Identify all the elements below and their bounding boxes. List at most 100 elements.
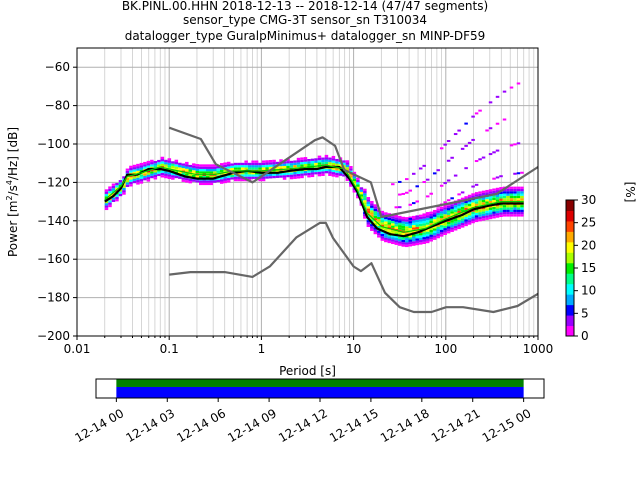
histogram-cell [467,194,472,198]
histogram-cell [443,143,447,146]
histogram-cell [136,163,140,167]
histogram-cell [446,231,451,234]
histogram-cell [254,176,259,179]
histogram-cell [495,208,500,211]
histogram-cell [370,210,374,213]
histogram-cell [335,161,339,164]
y-tick-label: −160 [37,252,70,266]
histogram-cell [321,159,325,163]
histogram-cell [446,179,451,182]
histogram-cell [265,167,269,170]
histogram-cell [244,162,248,166]
histogram-cell [391,239,395,242]
histogram-cell [108,186,112,189]
histogram-cell [202,180,207,183]
x-tick-label: 0.1 [160,342,179,356]
histogram-cell [254,162,259,166]
histogram-cell [516,211,521,215]
histogram-cell [150,171,154,174]
histogram-cell [450,213,454,216]
histogram-cell [453,207,458,210]
histogram-cell [167,160,172,163]
histogram-cell [394,238,399,241]
histogram-cell [506,198,510,201]
histogram-cell [439,147,444,150]
histogram-cell [513,209,517,212]
histogram-cell [415,235,419,239]
histogram-cell [513,188,517,192]
histogram-cell [310,158,315,161]
histogram-cell [370,214,374,218]
histogram-cell [502,118,507,121]
histogram-cell [481,197,486,200]
histogram-cell [401,221,406,224]
histogram-cell [289,174,294,177]
histogram-cell [108,204,112,208]
histogram-cell [209,168,213,172]
histogram-cell [195,164,200,167]
histogram-cell [366,215,371,218]
histogram-cell [293,160,297,163]
histogram-cell [408,234,412,238]
histogram-cell [405,178,409,181]
histogram-cell [408,237,412,240]
histogram-cell [464,207,468,211]
histogram-cell [408,221,412,224]
histogram-cell [237,178,241,182]
histogram-cell [199,180,203,183]
histogram-cell [471,216,475,219]
histogram-cell [377,212,381,215]
histogram-cell [296,160,301,163]
histogram-cell [471,214,475,217]
histogram-cell [192,174,196,178]
histogram-cell [247,167,252,170]
y-tick-label: −140 [37,214,70,228]
histogram-cell [125,184,130,187]
histogram-cell [366,197,371,200]
histogram-cell [439,213,444,216]
histogram-cell [335,158,339,162]
histogram-cell [492,151,496,154]
histogram-cell [485,217,489,220]
histogram-cell [450,229,454,232]
histogram-cell [233,176,238,179]
histogram-cell [411,236,416,239]
histogram-cell [296,173,301,177]
histogram-cell [160,170,165,173]
histogram-cell [509,144,514,147]
histogram-cell [439,234,444,237]
histogram-cell [164,175,168,179]
histogram-cell [506,211,510,215]
histogram-cell [418,235,423,238]
histogram-cell [481,211,486,214]
timeline-tick-label: 12-14 12 [276,406,330,445]
histogram-cell [272,164,276,167]
histogram-cell [443,232,447,235]
histogram-cell [223,169,227,172]
histogram-cell [425,233,430,237]
histogram-cell [185,166,189,169]
histogram-cell [432,172,437,175]
colorbar-tick-label: 5 [581,306,589,320]
histogram-cell [495,206,500,209]
histogram-cell [422,230,426,233]
histogram-cell [453,133,458,136]
histogram-cell [387,217,392,221]
histogram-cell [460,216,465,219]
histogram-cell [425,236,430,239]
histogram-cell [356,196,360,199]
histogram-cell [192,167,196,171]
histogram-cell [499,212,503,215]
histogram-cell [485,212,489,216]
histogram-cell [209,175,213,179]
histogram-cell [457,224,461,227]
x-tick-label: 100 [434,342,457,356]
histogram-cell [443,228,447,231]
series-lines [104,126,539,314]
histogram-cell [167,162,172,166]
x-tick-label: 1 [258,342,266,356]
histogram-cell [499,175,503,178]
histogram-cell [307,170,311,173]
histogram-cell [474,212,479,216]
histogram-cell [446,226,451,229]
